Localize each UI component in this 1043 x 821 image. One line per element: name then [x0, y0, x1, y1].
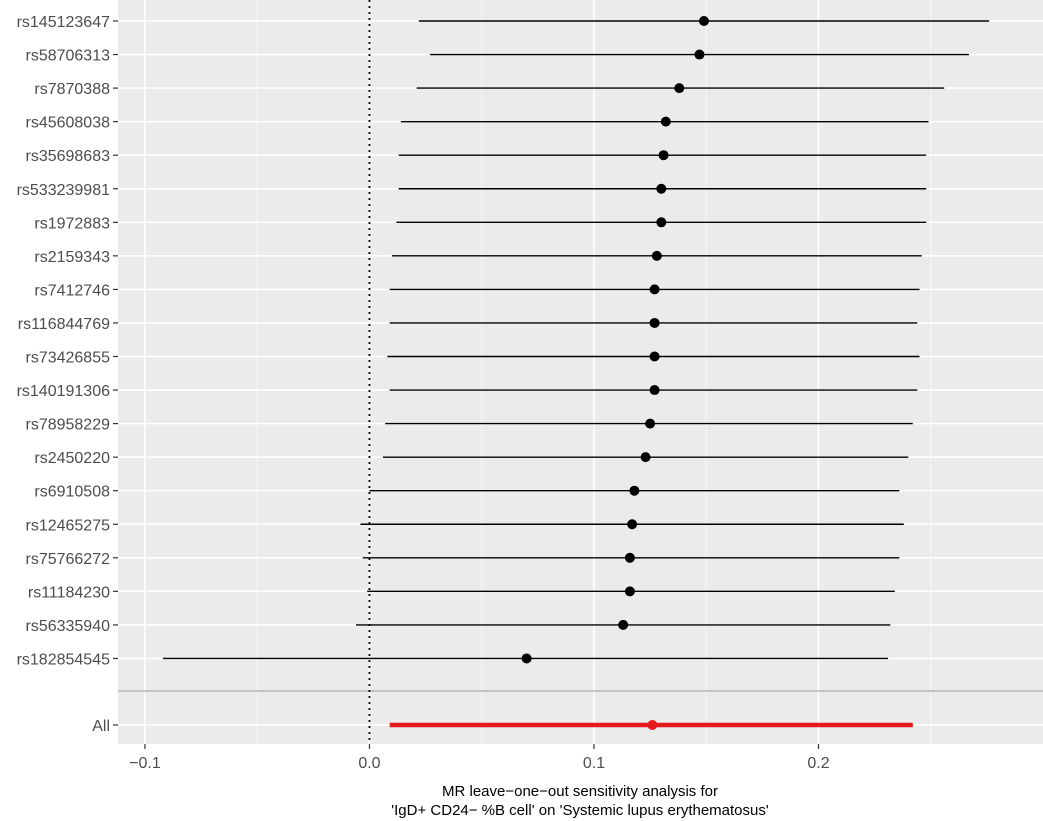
point-estimate	[627, 519, 638, 530]
x-tick-label: −0.1	[129, 755, 161, 772]
point-estimate	[649, 317, 660, 328]
x-axis-title-line-1: MR leave−one−out sensitivity analysis fo…	[442, 783, 718, 800]
all-point-estimate	[647, 720, 658, 730]
x-axis-title-line-2: 'IgD+ CD24− %B cell' on 'Systemic lupus …	[391, 802, 769, 819]
y-tick-label: rs182854545	[17, 651, 111, 668]
minor-gridlines	[256, 0, 932, 744]
plot-panel	[118, 0, 1043, 744]
y-tick-label: rs12465275	[25, 517, 110, 534]
point-estimate	[521, 653, 532, 664]
y-tick-label: rs73426855	[25, 350, 110, 367]
point-estimate	[618, 619, 629, 630]
y-tick-label: All	[92, 718, 110, 735]
y-tick-label: rs58706313	[25, 48, 110, 65]
point-estimate	[645, 418, 656, 429]
y-tick-label: rs7870388	[34, 81, 110, 98]
x-axis: −0.1 0.0 0.1 0.2	[129, 744, 830, 772]
point-estimate	[656, 183, 667, 194]
y-tick-label: rs116844769	[18, 316, 110, 333]
point-estimate	[640, 452, 651, 463]
point-estimate	[624, 552, 635, 563]
y-tick-label: rs6910508	[34, 484, 110, 501]
x-tick-label: 0.1	[583, 755, 605, 772]
point-estimate	[651, 250, 662, 261]
y-tick-label: rs78958229	[25, 417, 110, 434]
y-tick-label: rs145123647	[17, 14, 111, 31]
point-estimate	[694, 49, 705, 60]
y-tick-label: rs45608038	[25, 115, 110, 132]
point-estimate	[660, 116, 671, 127]
y-tick-label: rs56335940	[25, 618, 110, 635]
point-estimate	[656, 217, 667, 228]
y-tick-label: rs7412746	[34, 282, 110, 299]
point-estimate	[624, 586, 635, 597]
point-estimate	[649, 284, 660, 295]
y-tick-label: rs533239981	[17, 182, 111, 199]
estimate-marks	[162, 16, 990, 730]
x-tick-label: 0.2	[807, 755, 829, 772]
y-tick-label: rs140191306	[17, 383, 111, 400]
point-estimate	[658, 150, 669, 161]
y-tick-label: rs35698683	[25, 148, 110, 165]
point-estimate	[649, 351, 660, 362]
y-tick-label: rs2450220	[34, 450, 110, 467]
point-estimate	[674, 83, 685, 94]
x-tick-label: 0.0	[358, 755, 380, 772]
point-estimate	[629, 485, 640, 496]
y-tick-label: rs75766272	[25, 551, 110, 568]
point-estimate	[698, 16, 709, 26]
point-estimate	[649, 385, 660, 396]
y-tick-label: rs11184230	[28, 584, 110, 601]
y-axis: rs145123647 rs58706313 rs7870388 rs45608038…	[17, 14, 118, 735]
y-tick-label: rs1972883	[34, 215, 110, 232]
y-tick-label: rs2159343	[34, 249, 110, 266]
